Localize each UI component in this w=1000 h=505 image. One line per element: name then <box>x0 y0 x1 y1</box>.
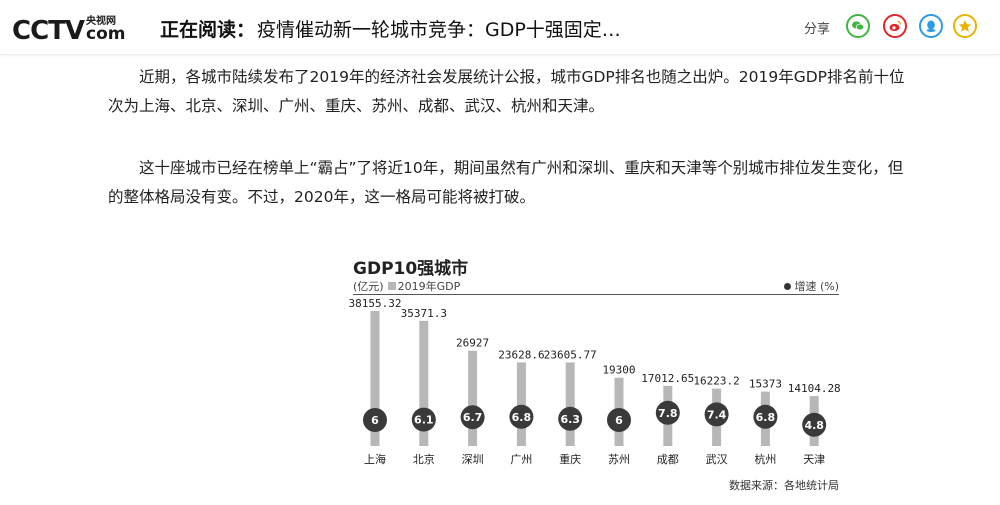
gdp-bar <box>419 320 429 446</box>
share-wechat-button[interactable] <box>846 14 870 38</box>
logo-com: com <box>86 24 126 44</box>
growth-label: 4.8 <box>804 419 824 432</box>
gdp-value-label: 14104.28 <box>788 382 841 395</box>
legend-dot-swatch <box>784 283 792 290</box>
gdp-value-label: 15373 <box>749 378 782 391</box>
growth-dot <box>558 406 583 431</box>
gdp-bar <box>565 362 575 446</box>
article-paragraph-2: 这十座城市已经在榜单上“霸占”了将近10年，期间虽然有广州和深圳、重庆和天津等个… <box>108 154 1000 212</box>
reading-title[interactable]: 疫情催动新一轮城市竞争：GDP十强固定… <box>257 19 621 41</box>
growth-label: 6 <box>615 414 623 427</box>
gdp-bar <box>370 311 380 446</box>
chart-title: GDP10强城市 <box>353 259 469 279</box>
gdp-value-label: 23605.77 <box>544 348 597 361</box>
chart-unit: (亿元) <box>353 280 384 293</box>
gdp-value-label: 35371.3 <box>401 307 447 320</box>
category-label: 杭州 <box>754 452 776 466</box>
legend-bar-swatch <box>387 282 396 290</box>
legend-dot-label: 增速 (%) <box>794 280 839 293</box>
growth-dot <box>802 412 827 437</box>
category-label: 深圳 <box>462 453 484 466</box>
paragraph-line: 次为上海、北京、深圳、广州、重庆、苏州、成都、武汉、杭州和天津。 <box>108 97 605 115</box>
legend-bar-label: 2019年GDP <box>397 280 461 293</box>
category-label: 苏州 <box>608 453 630 466</box>
growth-dot <box>460 405 485 430</box>
category-label: 天津 <box>803 453 825 466</box>
gdp-value-label: 19300 <box>602 364 635 377</box>
chart-legend-right: 增速 (%) <box>784 278 839 294</box>
growth-dot <box>753 404 778 429</box>
logo-wordmark: CCTV <box>12 16 85 46</box>
paragraph-line: 的整体格局没有变。不过，2020年，这一格局可能将被打破。 <box>108 188 535 206</box>
category-label: 北京 <box>413 452 435 466</box>
share-label: 分享 <box>804 22 831 37</box>
gdp-value-label: 26927 <box>456 337 489 350</box>
growth-label: 6.1 <box>414 414 434 427</box>
growth-label: 6.3 <box>560 413 580 426</box>
share-favorite-button[interactable] <box>953 14 977 38</box>
growth-dot <box>704 402 729 427</box>
paragraph-line: 这十座城市已经在榜单上“霸占”了将近10年，期间虽然有广州和深圳、重庆和天津等个… <box>139 159 904 177</box>
share-weibo-button[interactable] <box>883 14 907 38</box>
growth-label: 7.4 <box>707 408 727 421</box>
growth-label: 7.8 <box>658 407 678 420</box>
category-label: 重庆 <box>559 452 581 466</box>
chart-divider <box>353 294 839 295</box>
gdp-value-label: 16223.2 <box>693 375 739 388</box>
favorite-icon <box>958 20 972 32</box>
growth-label: 6.8 <box>756 411 776 424</box>
category-label: 武汉 <box>706 453 728 466</box>
gdp-bar <box>468 350 478 446</box>
category-label: 上海 <box>364 452 386 466</box>
chart-plot: 38155.32 6 上海 35371.3 6.1 北京 26927 6.7 深圳 23628.6… <box>349 298 841 466</box>
article-paragraph-1: 近期，各城市陆续发布了2019年的经济社会发展统计公报，城市GDP排名也随之出炉… <box>108 63 1000 121</box>
growth-dot <box>411 407 436 432</box>
top-bar: CCTV 央视网 com 正在阅读： 疫情催动新一轮城市竞争：GDP十强固定… … <box>0 0 1000 55</box>
gdp-value-label: 23628.6 <box>498 348 544 361</box>
gdp-chart: GDP10强城市 (亿元) 2019年GDP 增速 (%) 38155.32 6 上海… <box>345 248 845 498</box>
qq-icon <box>926 20 936 32</box>
reading-label: 正在阅读： <box>160 19 256 41</box>
cctv-logo[interactable]: CCTV 央视网 com <box>12 10 132 46</box>
growth-dot <box>607 408 631 432</box>
growth-label: 6 <box>371 414 379 427</box>
gdp-value-label: 38155.32 <box>349 298 402 310</box>
gdp-value-label: 17012.65 <box>641 372 694 385</box>
chart-source: 数据来源：各地统计局 <box>729 479 839 492</box>
share-qq-button[interactable] <box>919 14 943 38</box>
growth-label: 6.8 <box>512 411 532 424</box>
gdp-bar <box>516 362 526 446</box>
weibo-icon <box>889 20 902 32</box>
paragraph-line: 近期，各城市陆续发布了2019年的经济社会发展统计公报，城市GDP排名也随之出炉… <box>139 68 905 86</box>
category-label: 广州 <box>510 453 532 466</box>
wechat-icon <box>852 21 865 31</box>
logo-subtitle: 央视网 <box>86 16 116 27</box>
growth-dot <box>363 408 387 432</box>
growth-label: 6.7 <box>463 411 483 424</box>
growth-dot <box>509 404 534 429</box>
chart-legend-left: (亿元) 2019年GDP <box>353 278 460 294</box>
growth-dot <box>655 400 680 425</box>
category-label: 成都 <box>657 453 679 466</box>
